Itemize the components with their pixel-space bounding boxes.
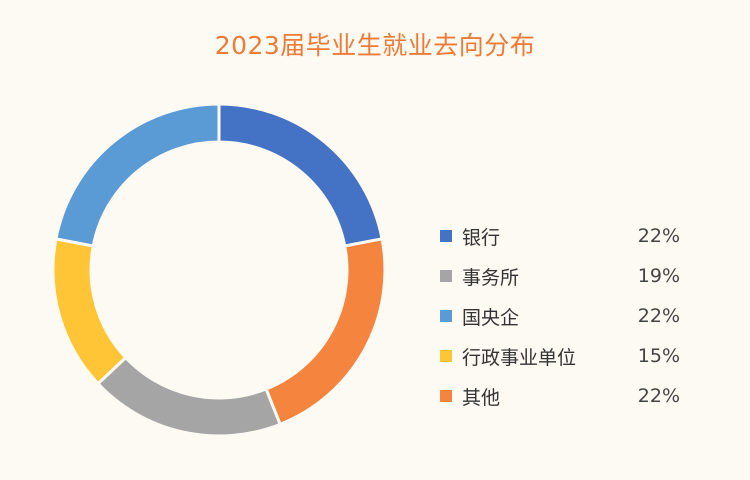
- legend-swatch-firm: [440, 270, 452, 282]
- donut-slice-other: [264, 237, 387, 427]
- donut-slice-public: [51, 237, 128, 386]
- legend-swatch-soe: [440, 310, 452, 322]
- legend-label-other: 其他: [462, 386, 501, 409]
- legend-value-firm: 19%: [637, 265, 680, 287]
- donut-slice-bank: [217, 102, 384, 248]
- legend-value-bank: 22%: [637, 225, 680, 247]
- legend-swatch-bank: [440, 230, 452, 242]
- donut-slice-firm: [95, 355, 283, 438]
- legend-item-public: 行政事业单位 15%: [440, 336, 690, 376]
- legend-value-public: 15%: [637, 345, 680, 367]
- legend-label-bank: 银行: [462, 226, 501, 249]
- legend-item-firm: 事务所 19%: [440, 256, 690, 296]
- legend-item-other: 其他 22%: [440, 376, 690, 416]
- legend-label-soe: 国央企: [462, 306, 520, 329]
- legend-swatch-other: [440, 390, 452, 402]
- chart-title: 2023届毕业生就业去向分布: [214, 31, 536, 60]
- legend-label-firm: 事务所: [462, 266, 520, 289]
- legend-value-soe: 22%: [637, 305, 680, 327]
- legend-item-soe: 国央企 22%: [440, 296, 690, 336]
- legend-value-other: 22%: [637, 385, 680, 407]
- legend-swatch-public: [440, 350, 452, 362]
- legend-item-bank: 银行 22%: [440, 216, 690, 256]
- legend: 银行 22% 事务所 19% 国央企 22% 行政事业单位 15% 其他 22%: [440, 216, 690, 416]
- donut-slice-soe: [54, 102, 221, 248]
- legend-label-public: 行政事业单位: [462, 346, 577, 369]
